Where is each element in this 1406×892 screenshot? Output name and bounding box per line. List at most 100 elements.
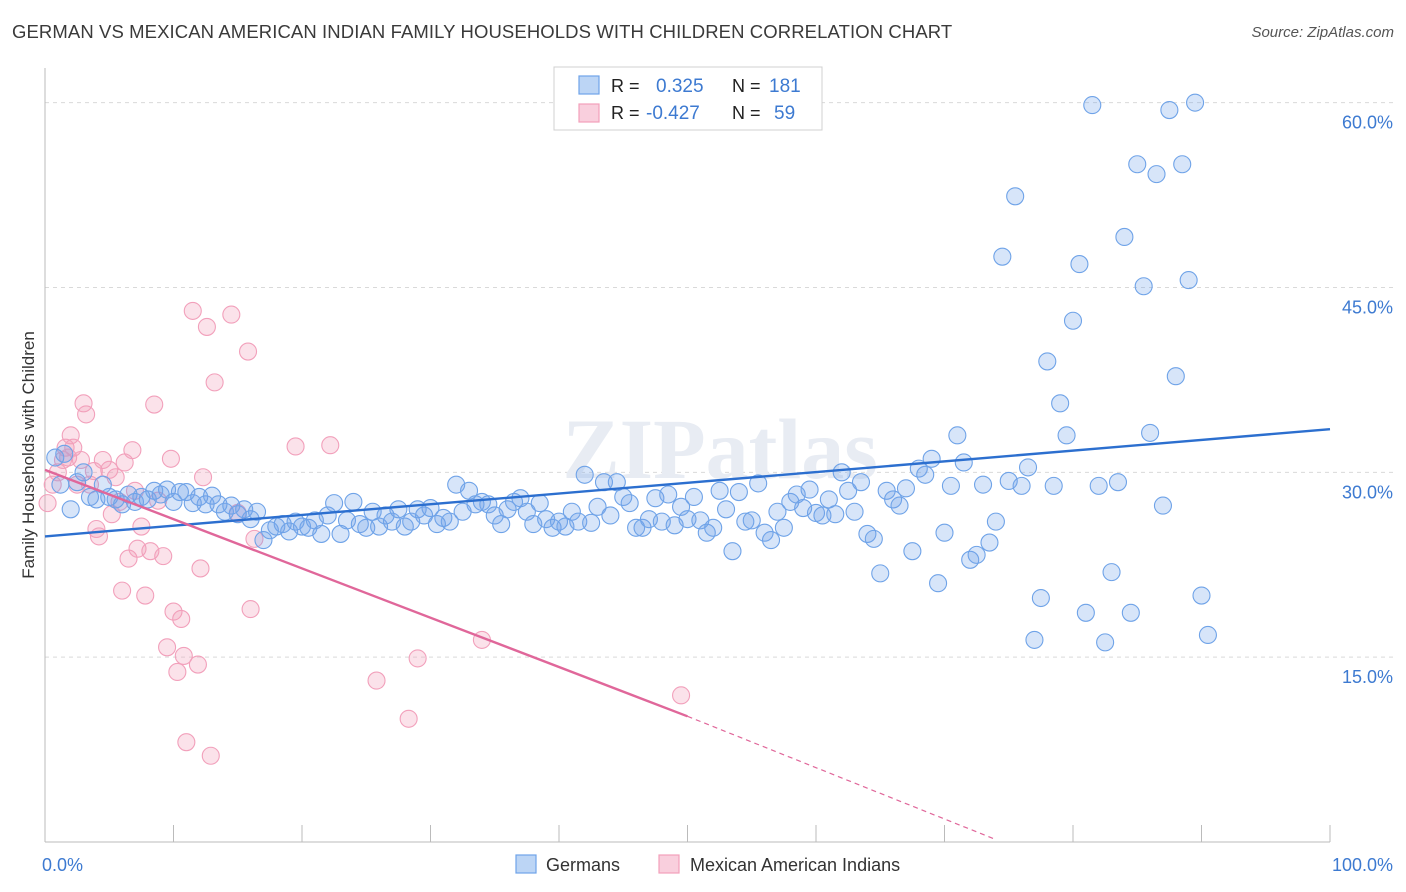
germans-point bbox=[716, 500, 736, 519]
stats-pink-r-label: R = bbox=[611, 103, 640, 123]
germans-point bbox=[1070, 255, 1089, 274]
germans-point bbox=[684, 487, 703, 507]
germans-point bbox=[1198, 625, 1217, 645]
germans-point bbox=[742, 511, 761, 530]
germans-point bbox=[46, 448, 65, 467]
mexican-american-indians-point bbox=[194, 468, 213, 487]
mexican-american-indians-point bbox=[168, 662, 187, 681]
germans-point bbox=[1076, 603, 1095, 622]
germans-point bbox=[620, 494, 639, 513]
mexican-american-indians-point bbox=[321, 436, 340, 455]
mexican-american-indians-point bbox=[145, 395, 164, 414]
germans-point bbox=[170, 482, 189, 502]
germans-points bbox=[46, 93, 1217, 652]
germans-point bbox=[164, 492, 183, 511]
mexican-american-indians-point bbox=[245, 529, 264, 548]
y-tick-label: 60.0% bbox=[1342, 113, 1393, 133]
germans-point bbox=[1102, 563, 1121, 582]
germans-point bbox=[562, 502, 581, 521]
germans-point bbox=[980, 533, 999, 552]
germans-point bbox=[1089, 476, 1108, 495]
mexican-american-indians-point bbox=[367, 671, 386, 690]
mexican-american-indians-point bbox=[123, 441, 142, 460]
germans-point bbox=[1173, 155, 1192, 174]
mexican-american-indians-point bbox=[201, 746, 220, 765]
axes bbox=[44, 68, 1331, 843]
germans-point bbox=[325, 494, 344, 513]
legend-germans-label: Germans bbox=[546, 855, 620, 875]
legend-mexican-american-indians-label: Mexican American Indians bbox=[690, 855, 900, 875]
mexican-american-indians-point bbox=[172, 609, 191, 629]
mexican-american-indians-point bbox=[188, 655, 207, 674]
stats-blue-r-value: 0.325 bbox=[656, 76, 704, 97]
germans-point bbox=[530, 494, 549, 513]
germans-point bbox=[575, 465, 594, 484]
germans-point bbox=[826, 505, 845, 524]
y-tick-label: 30.0% bbox=[1342, 482, 1393, 502]
germans-point bbox=[1160, 100, 1179, 120]
mexican-american-indians-point bbox=[672, 686, 691, 705]
stats-blue-swatch bbox=[578, 75, 600, 95]
y-tick-labels: 15.0% 30.0% 45.0% 60.0% bbox=[1342, 113, 1393, 688]
germans-point bbox=[1153, 496, 1172, 515]
germans-point bbox=[415, 506, 434, 525]
germans-point bbox=[582, 513, 601, 532]
germans-point bbox=[1166, 367, 1185, 386]
germans-point bbox=[973, 475, 993, 494]
germans-point bbox=[247, 502, 267, 521]
mexican-american-indians-point bbox=[408, 649, 427, 668]
germans-point bbox=[761, 531, 781, 550]
mexican-american-indians-point bbox=[119, 549, 138, 568]
germans-point bbox=[1128, 155, 1147, 174]
germans-point bbox=[967, 545, 986, 564]
germans-point bbox=[254, 531, 273, 550]
trend-lines bbox=[44, 427, 1331, 841]
stats-blue-r-label: R = bbox=[611, 76, 640, 96]
germans-point bbox=[1006, 187, 1025, 206]
x-tick-label: 100.0% bbox=[1332, 855, 1393, 875]
germans-point bbox=[903, 542, 922, 561]
germans-point bbox=[941, 476, 960, 495]
germans-point bbox=[832, 463, 851, 482]
germans-point bbox=[1012, 476, 1031, 495]
source-label: Source: ZipAtlas.com bbox=[1251, 24, 1394, 41]
mexican-american-indians-point bbox=[38, 494, 57, 513]
mexican-american-indians-point bbox=[205, 373, 224, 392]
germans-point bbox=[601, 506, 620, 525]
germans-point bbox=[723, 542, 742, 561]
mexican-american-indians-point bbox=[177, 733, 196, 752]
x-tick-labels: 0.0% 100.0% bbox=[42, 855, 1393, 875]
stats-pink-swatch bbox=[578, 103, 600, 123]
mexican-american-indians-point bbox=[158, 638, 177, 657]
germans-point bbox=[839, 481, 858, 500]
germans-point bbox=[890, 496, 909, 515]
y-tick-label: 45.0% bbox=[1342, 297, 1393, 317]
germans-point bbox=[678, 510, 697, 529]
germans-point bbox=[774, 518, 793, 537]
germans-point bbox=[954, 453, 973, 472]
germans-point bbox=[896, 479, 916, 498]
germans-point bbox=[813, 506, 832, 525]
germans-point bbox=[851, 473, 871, 492]
mexican-american-indians-point bbox=[191, 559, 210, 578]
mexican-american-indians-point bbox=[113, 581, 132, 600]
germans-point bbox=[389, 500, 408, 519]
germans-point bbox=[1051, 394, 1070, 413]
germans-point bbox=[55, 444, 74, 463]
germans-point bbox=[710, 481, 729, 500]
germans-point bbox=[986, 512, 1005, 531]
germans-point bbox=[627, 518, 646, 537]
x-tick-label: 0.0% bbox=[42, 855, 83, 875]
stats-pink-n-value: 59 bbox=[774, 103, 795, 124]
germans-point bbox=[1063, 311, 1083, 330]
chart-title: GERMAN VS MEXICAN AMERICAN INDIAN FAMILY… bbox=[12, 21, 953, 42]
stats-legend-box: R = 0.325 N = 181 R = -0.427 N = 59 bbox=[553, 66, 823, 131]
mexican-american-indians-point bbox=[238, 342, 258, 361]
mexican-american-indians-trend-line bbox=[44, 468, 688, 718]
germans-point bbox=[922, 449, 941, 468]
mexican-american-indians-point bbox=[132, 517, 151, 536]
stats-pink-n-label: N = bbox=[732, 103, 761, 123]
germans-point bbox=[935, 523, 954, 542]
germans-point bbox=[588, 497, 607, 516]
